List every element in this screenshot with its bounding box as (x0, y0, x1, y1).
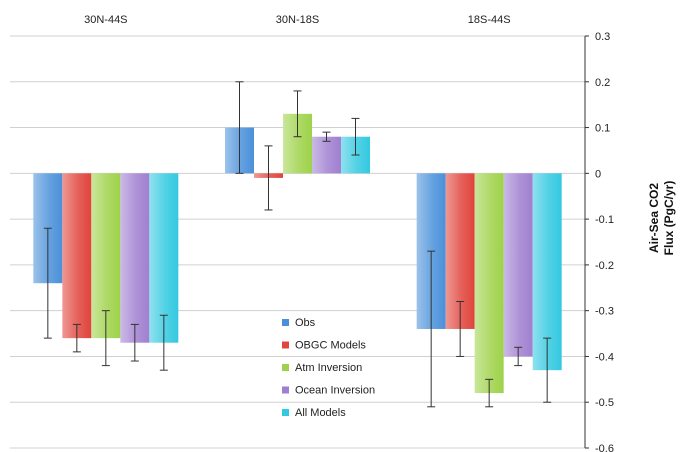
legend-swatch (282, 409, 289, 416)
y-tick-label: -0.2 (595, 260, 614, 272)
y-tick-label: 0.1 (595, 123, 610, 135)
legend-swatch (282, 364, 289, 371)
category-labels: 30N-44S 30N-18S 18S-44S (84, 14, 510, 26)
y-axis-title: Air-Sea CO2Flux (PgC/yr) (647, 181, 676, 256)
legend-label: Ocean Inversion (295, 385, 375, 397)
legend-label: Obs (295, 317, 316, 329)
y-axis-title-line: Air-Sea CO2 (647, 183, 661, 253)
legend-label: OBGC Models (295, 340, 366, 352)
legend: Obs OBGC Models Atm Inversion Ocean Inversi… (282, 317, 375, 419)
y-tick-label: 0 (595, 168, 601, 180)
category-label: 30N-18S (276, 14, 319, 26)
y-tick-label: 0.2 (595, 77, 610, 89)
bar-all-models (532, 173, 562, 371)
y-axis-title-line: Flux (PgC/yr) (662, 181, 676, 256)
bar-ocean-inversion (312, 136, 341, 174)
y-tick-labels: 0.3 0.2 0.1 0 -0.1 -0.2 -0.3 -0.4 -0.5 -0.6 (585, 31, 614, 452)
bar-obgc-models (62, 173, 92, 339)
y-tick-label: 0.3 (595, 31, 610, 43)
bar-ocean-inversion (120, 173, 150, 343)
legend-swatch (282, 386, 289, 394)
legend-label: All Models (295, 407, 346, 419)
category-label: 30N-44S (84, 14, 127, 26)
y-axis-title-text: Air-Sea CO2Flux (PgC/yr) (647, 181, 676, 256)
error-bars (43, 81, 552, 408)
y-tick-label: -0.3 (595, 306, 614, 318)
y-tick-label: -0.5 (595, 397, 614, 409)
bar-atm-inversion (474, 173, 504, 394)
legend-swatch (282, 319, 289, 326)
bar-ocean-inversion (503, 173, 533, 357)
bar-all-models (149, 173, 179, 343)
y-tick-label: -0.1 (595, 214, 614, 226)
y-tick-label: -0.4 (595, 351, 614, 363)
y-tick-label: -0.6 (595, 443, 614, 452)
category-label: 18S-44S (468, 14, 511, 26)
legend-swatch (282, 341, 289, 349)
legend-label: Atm Inversion (295, 362, 362, 374)
